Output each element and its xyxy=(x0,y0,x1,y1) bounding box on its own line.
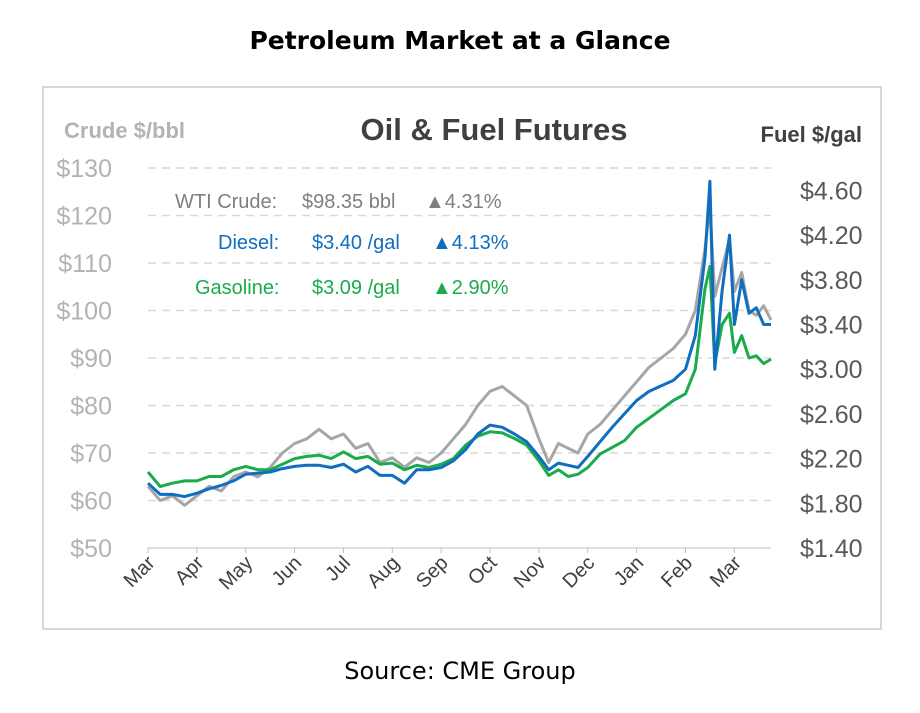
x-tick-label: Sep xyxy=(412,552,453,593)
x-tick-label: Apr xyxy=(171,552,209,590)
page-title: Petroleum Market at a Glance xyxy=(249,26,671,55)
right-axis-label: Fuel $/gal xyxy=(761,122,862,147)
right-y-tick-label: $2.60 xyxy=(800,401,863,429)
annotation-diesel: Diesel: $3.40 /gal ▲4.13% xyxy=(218,232,509,254)
x-tick-label: Mar xyxy=(120,552,160,592)
series-lines xyxy=(146,179,773,507)
gasoline-annotation-label: Gasoline: xyxy=(195,277,280,299)
x-tick-label: Nov xyxy=(510,552,551,593)
crude-annotation-change: ▲4.31% xyxy=(425,191,502,213)
gasoline-annotation-value: $3.09 /gal xyxy=(312,277,400,299)
left-y-tick-label: $70 xyxy=(70,440,112,468)
x-tick-label: Mar xyxy=(706,552,746,592)
left-y-tick-label: $80 xyxy=(70,393,112,421)
chart-title: Oil & Fuel Futures xyxy=(361,112,628,147)
gasoline-annotation-change: ▲2.90% xyxy=(432,277,509,299)
right-y-tick-label: $1.40 xyxy=(800,535,863,563)
x-tick-label: Feb xyxy=(657,552,697,592)
right-y-tick-label: $1.80 xyxy=(800,490,863,518)
left-y-tick-label: $130 xyxy=(56,155,112,183)
left-y-tick-label: $90 xyxy=(70,345,112,373)
chart-frame: $50 $60 $70 $80 $90 $100 $110 $120 $130 $1.40 $1.… xyxy=(42,86,882,630)
right-y-tick-label: $3.80 xyxy=(800,267,863,295)
right-y-tick-label: $4.60 xyxy=(800,177,863,205)
left-y-tick-label: $110 xyxy=(58,250,112,278)
diesel-annotation-value: $3.40 /gal xyxy=(312,232,400,254)
x-tick-label: Jul xyxy=(321,552,355,586)
x-tick-label: Jun xyxy=(268,552,306,590)
x-tick-label: Oct xyxy=(464,552,502,590)
left-y-tick-label: $100 xyxy=(56,298,112,326)
right-y-tick-label: $3.40 xyxy=(800,311,863,339)
diesel-annotation-change: ▲4.13% xyxy=(432,232,509,254)
right-y-tick-labels: $1.40 $1.80 $2.20 $2.60 $3.00 $3.40 $3.80 $4.20… xyxy=(800,177,863,563)
diesel-line xyxy=(146,179,771,499)
x-tick-label: Jan xyxy=(610,552,648,590)
right-y-tick-label: $4.20 xyxy=(800,222,863,250)
source-note: Source: CME Group xyxy=(344,657,576,685)
crude-annotation-label: WTI Crude: xyxy=(175,191,277,213)
right-y-tick-label: $2.20 xyxy=(800,446,863,474)
oil-fuel-futures-chart: $50$60$70$80$90$100$110$120$130 $1.40$1.… xyxy=(56,112,863,594)
x-tick-label: May xyxy=(215,552,257,594)
left-y-tick-label: $50 xyxy=(70,535,112,563)
annotation-crude: WTI Crude: $98.35 bbl ▲4.31% xyxy=(175,191,502,213)
gasoline-line xyxy=(146,264,772,488)
left-y-tick-label: $120 xyxy=(56,203,112,231)
left-y-tick-labels: $50 $60 $70 $80 $90 $100 $110 $120 $130 xyxy=(56,155,112,563)
annotation-gasoline: Gasoline: $3.09 /gal ▲2.90% xyxy=(195,277,509,299)
gridlines xyxy=(148,167,771,502)
x-tick-label: Dec xyxy=(559,552,600,593)
crude-annotation-value: $98.35 bbl xyxy=(302,191,395,213)
x-tick-label: Aug xyxy=(363,552,404,593)
right-y-tick-label: $3.00 xyxy=(800,356,863,384)
left-y-tick-label: $60 xyxy=(70,488,112,516)
left-axis-label: Crude $/bbl xyxy=(64,118,185,143)
x-tick-labels: Mar Apr May Jun Jul Aug Sep Oct Nov Dec Jan Feb Mar xyxy=(120,548,746,594)
diesel-annotation-label: Diesel: xyxy=(218,232,279,254)
